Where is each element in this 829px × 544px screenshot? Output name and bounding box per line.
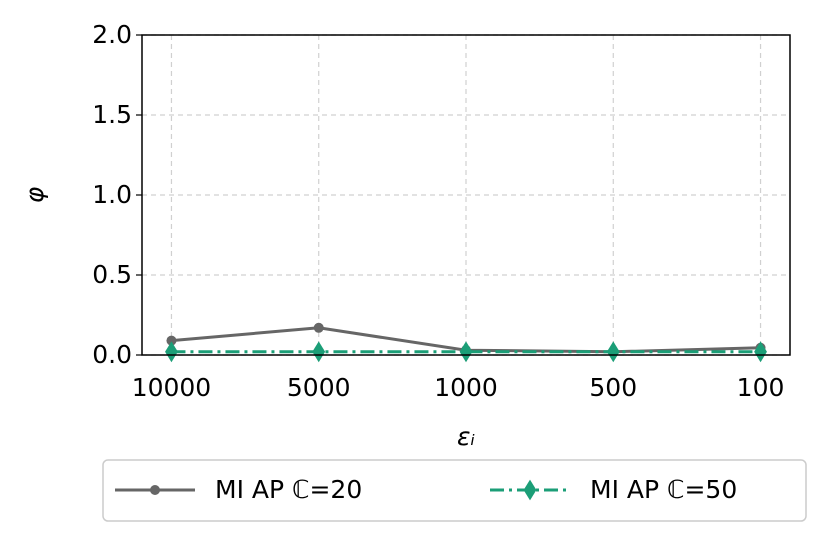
marker xyxy=(459,341,473,363)
marker xyxy=(754,341,767,363)
x-tick-label: 10000 xyxy=(132,373,212,402)
y-tick-label: 0.5 xyxy=(92,260,132,289)
y-axis-label: φ xyxy=(20,186,49,203)
y-tick-label: 2.0 xyxy=(92,20,132,49)
legend-marker xyxy=(150,485,160,495)
marker xyxy=(165,341,178,363)
marker xyxy=(313,322,324,333)
legend-box xyxy=(102,459,807,522)
x-tick-label: 500 xyxy=(589,373,637,402)
y-tick-label: 1.5 xyxy=(92,100,132,129)
legend-label: MI AP ℂ=50 xyxy=(590,475,737,504)
legend-label: MI AP ℂ=20 xyxy=(215,475,362,504)
x-axis-label: εᵢ xyxy=(457,422,475,451)
marker xyxy=(606,341,620,363)
legend-marker xyxy=(523,479,537,501)
marker xyxy=(166,335,177,346)
plot-frame xyxy=(141,34,791,356)
x-tick-label: 100 xyxy=(737,373,785,402)
y-tick-label: 1.0 xyxy=(92,180,132,209)
x-tick-label: 5000 xyxy=(287,373,351,402)
marker xyxy=(312,341,326,363)
y-tick-label: 0.0 xyxy=(92,340,132,369)
x-tick-label: 1000 xyxy=(434,373,498,402)
